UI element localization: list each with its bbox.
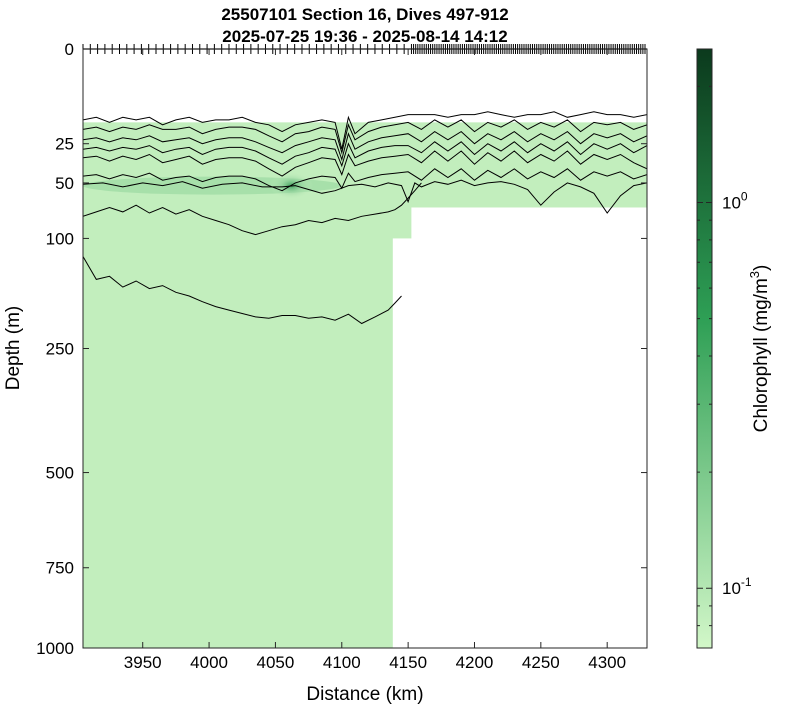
colorbar-tick-label: 10-1 [722,575,752,598]
colorbar-frame [696,48,713,649]
y-axis-label: Depth (m) [3,306,24,390]
colorbar: 100 10-1 Chlorophyll (mg/m3) [696,48,772,649]
x-tick-label: 4150 [389,653,427,672]
chart-title-line-2: 2025-07-25 19:36 - 2025-08-14 14:12 [222,27,507,46]
contour-line-2 [83,119,647,155]
y-axis: 0 25 50 100 250 500 750 1000 [36,40,647,658]
colorbar-gradient [697,49,712,648]
y-tick-label: 0 [65,40,74,59]
transition-region [392,122,412,239]
contour-line-9 [83,256,402,325]
x-axis: 3950 4000 4050 4100 4150 4200 4250 4300 [124,49,626,672]
x-tick-label: 4050 [257,653,295,672]
contour-layer [83,111,647,325]
contour-line-3 [83,130,647,162]
plot-area [83,111,647,648]
x-axis-label: Distance (km) [306,684,423,705]
deep-profile-region [83,122,393,648]
x-tick-label: 4200 [456,653,494,672]
y-tick-label: 250 [46,340,74,359]
x-tick-label: 3950 [124,653,162,672]
contour-line-5 [83,150,647,177]
contour-line-6 [83,168,647,192]
y-tick-label: 500 [46,464,74,483]
x-tick-label: 4250 [522,653,560,672]
contour-line-4 [83,141,647,168]
y-tick-label: 1000 [36,639,74,658]
x-tick-label: 4300 [588,653,626,672]
y-tick-label: 25 [55,135,74,154]
contour-line-1 [83,111,647,150]
x-tick-label: 4000 [190,653,228,672]
contour-line-7 [83,179,647,214]
y-tick-label: 750 [46,559,74,578]
data-fill-layer [83,122,647,648]
contour-line-8 [83,182,422,236]
y-tick-label: 100 [46,229,74,248]
colorbar-tick-label: 100 [722,190,748,213]
x-tick-label: 4100 [323,653,361,672]
colorbar-label: Chlorophyll (mg/m3) [747,265,772,433]
y-tick-label: 50 [55,174,74,193]
chart-title-line-1: 25507101 Section 16, Dives 497-912 [221,5,508,24]
shallow-profile-region [410,122,647,208]
